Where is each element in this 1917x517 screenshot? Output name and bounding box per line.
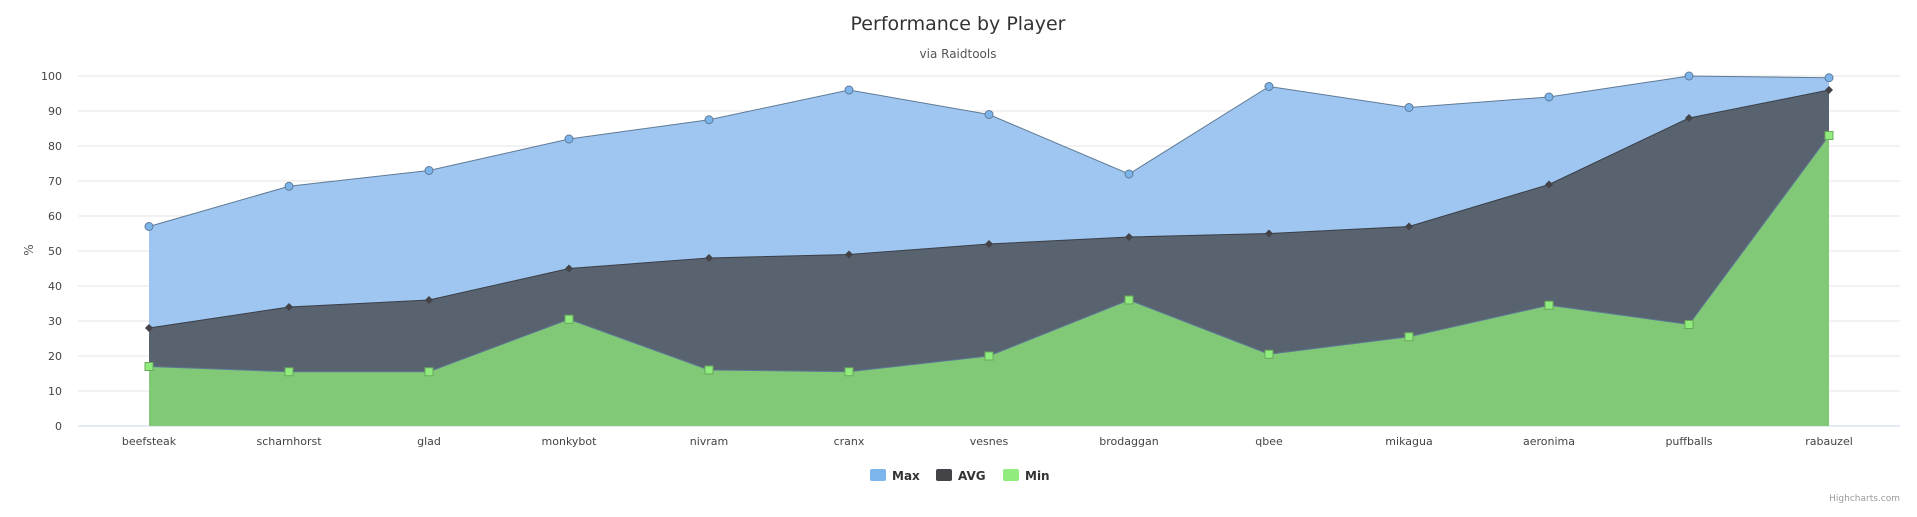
marker-min [704,365,714,375]
y-tick-label: 70 [48,175,62,188]
x-tick-label: vesnes [970,435,1009,448]
marker-max [424,166,434,175]
credits-link[interactable]: Highcharts.com [1829,494,1900,504]
marker-max [1124,169,1134,179]
area-min [149,135,1829,426]
legend-swatch-avg [936,469,952,481]
marker-avg [145,324,153,332]
legend-swatch-max [870,469,886,481]
legend-swatch-min [1003,469,1019,481]
marker-max [1404,103,1414,112]
marker-max [1264,82,1274,91]
x-tick-label: beefsteak [122,435,177,448]
x-tick-label: brodaggan [1099,435,1158,448]
y-axis-title: % [22,244,36,255]
marker-min [1264,349,1274,359]
x-tick-label: glad [417,435,441,448]
marker-avg [1405,222,1413,231]
legend-label-min: Min [1025,469,1050,483]
x-tick-label: mikagua [1385,435,1432,448]
x-tick-label: cranx [834,435,865,448]
marker-min [424,367,434,377]
marker-avg [985,240,993,248]
x-tick-label: monkybot [542,435,598,448]
marker-avg [705,254,713,262]
marker-max [704,115,714,125]
marker-avg [1545,180,1553,189]
chart-subtitle: via Raidtools [920,47,997,61]
series-areas [149,76,1829,426]
y-tick-label: 90 [48,105,62,118]
marker-min [1404,332,1414,342]
marker-max [284,181,294,191]
marker-min [1124,295,1134,305]
marker-max [564,134,574,144]
y-tick-label: 20 [48,350,62,363]
marker-avg [1685,114,1693,122]
marker-avg [425,296,433,304]
y-tick-label: 100 [41,70,62,83]
legend-label-max: Max [892,469,920,483]
y-tick-label: 60 [48,210,62,223]
marker-min [1544,300,1554,310]
y-tick-label: 80 [48,140,62,153]
marker-min [1684,320,1694,329]
x-tick-label: qbee [1255,435,1283,448]
marker-min [984,351,994,361]
marker-max [1684,71,1694,81]
y-tick-label: 10 [48,385,62,398]
marker-max [844,85,854,95]
marker-min [284,367,294,377]
y-axis-ticks: 0 10 20 30 40 50 60 70 80 90 100 [41,70,62,433]
marker-min [844,367,854,377]
marker-min [1824,131,1834,140]
y-tick-label: 30 [48,315,62,328]
marker-max [1824,73,1834,83]
x-tick-label: puffballs [1665,435,1712,448]
marker-avg [1265,229,1273,238]
legend-label-avg: AVG [958,469,986,483]
legend: Max AVG Min [870,469,1050,483]
y-tick-label: 0 [55,420,62,433]
marker-max [144,222,154,231]
x-axis-ticks: beefsteak scharnhorst glad monkybot nivram cr… [122,435,1853,448]
y-tick-label: 40 [48,280,62,293]
x-tick-label: scharnhorst [256,435,322,448]
marker-min [564,314,574,324]
x-tick-label: rabauzel [1805,435,1853,448]
marker-avg [565,264,573,273]
chart-title: Performance by Player [851,13,1066,35]
marker-avg [845,250,853,259]
marker-avg [1825,86,1833,94]
series-markers [144,71,1834,377]
marker-max [1544,92,1554,102]
x-tick-label: nivram [690,435,729,448]
marker-max [984,110,994,119]
x-tick-label: aeronima [1523,435,1575,448]
y-tick-label: 50 [48,245,62,258]
marker-avg [1125,233,1133,241]
marker-min [144,362,154,371]
marker-avg [285,303,293,311]
